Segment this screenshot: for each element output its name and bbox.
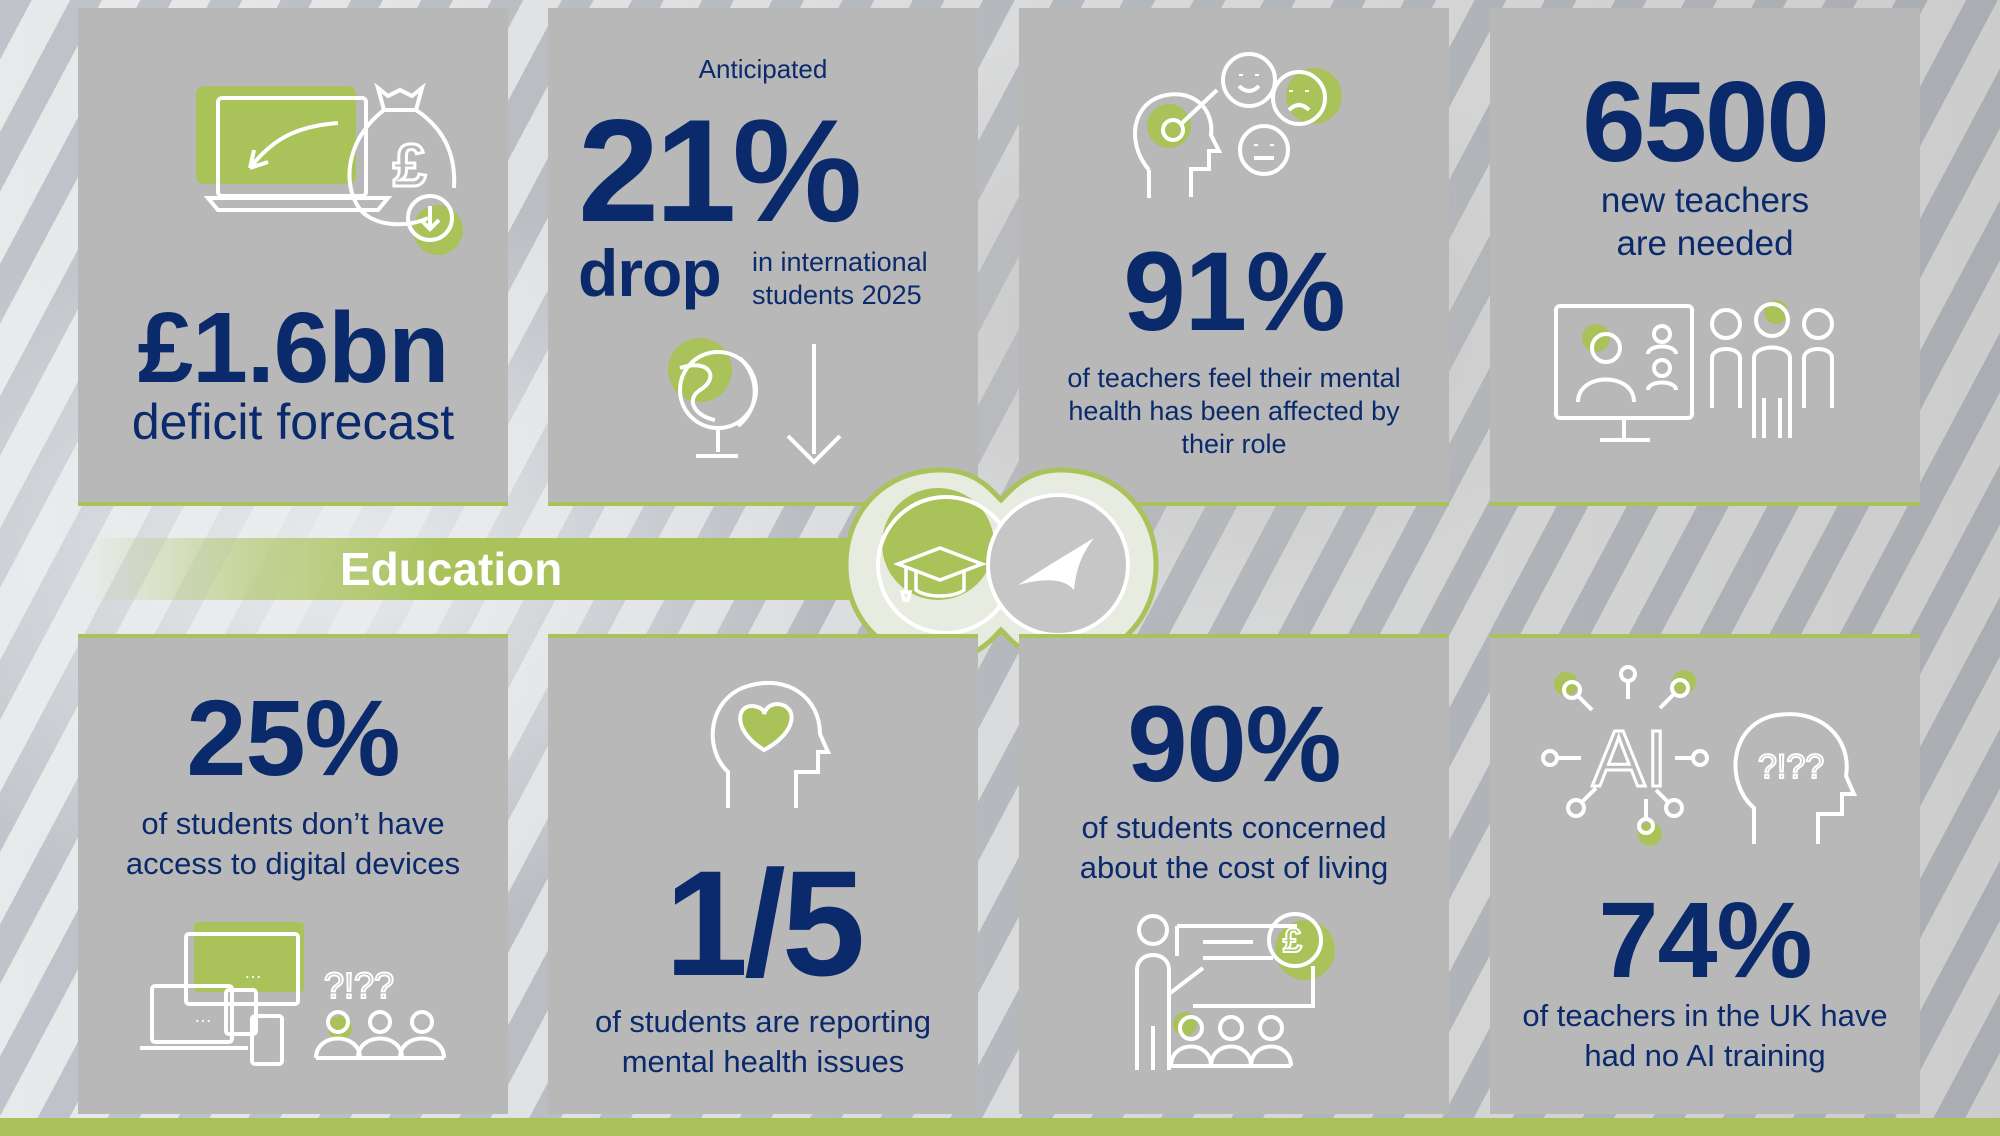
ai-head-question-icon: AI ?!?? [1540,668,1870,846]
video-call-group-icon [1552,300,1852,458]
dots-glyph: … [244,962,262,982]
presenter-pound-icon: £ [1127,906,1335,1076]
stat-value: 74% [1598,879,1812,1000]
stat-value: 91% [1123,229,1345,354]
center-badge [836,460,1166,670]
panel-digital-devices: 25% of students don’t have access to dig… [78,634,508,1114]
section-title: Education [340,543,563,595]
globe-down-arrow-icon [668,338,860,488]
svg-text:£: £ [393,132,426,199]
laptop-money-bag-icon: £ [196,68,463,255]
question-glyph: ?!?? [324,965,394,1006]
question-glyph: ?!?? [1758,748,1824,786]
footer-bar [0,1118,2000,1136]
svg-text:£: £ [1283,922,1302,960]
section-band [85,538,885,600]
stat-caption: of students are reporting mental health … [594,1004,932,1080]
stat-value: 90% [1127,683,1341,804]
panel-new-teachers: 6500 new teachers are needed [1490,8,1920,506]
ai-glyph: AI [1592,714,1668,803]
stat-caption: of teachers feel their mental health has… [1067,363,1401,459]
stat-value-secondary: drop [578,236,722,310]
stat-caption: of students concerned about the cost of … [1079,810,1389,886]
stat-value: 21% [578,89,862,252]
panel-teacher-mental-health: 91% of teachers feel their mental health… [1019,8,1449,506]
devices-question-icon: … … ?!?? [140,922,450,1068]
stat-caption: in international students 2025 [752,247,928,310]
swoosh-logo-icon [1018,538,1094,590]
stat-caption: new teachers are needed [1600,181,1810,263]
stat-value: £1.6bn [137,292,450,404]
panel-cost-of-living: 90% of students concerned about the cost… [1019,634,1449,1114]
stat-caption: deficit forecast [131,394,455,450]
stat-value: 6500 [1582,59,1830,186]
panel-ai-training: AI ?!?? 74% of teachers in the UK have h… [1490,634,1920,1114]
panel-student-mental-health: 1/5 of students are reporting mental hea… [548,634,978,1114]
panel-international-students: Anticipated 21% drop in international st… [548,8,978,506]
stat-value: 1/5 [664,839,866,1007]
stat-prefix: Anticipated [698,54,828,84]
stat-value: 25% [186,677,400,798]
graduation-cap-icon [898,548,982,600]
dots-glyph: … [194,1006,212,1026]
head-heart-icon [708,668,828,818]
panel-deficit: £ £1.6bn deficit forecast [78,8,508,506]
stat-caption: of teachers in the UK have had no AI tra… [1522,998,1888,1074]
stat-caption: of students don’t have access to digital… [125,806,461,882]
head-emotions-icon [1129,50,1342,220]
